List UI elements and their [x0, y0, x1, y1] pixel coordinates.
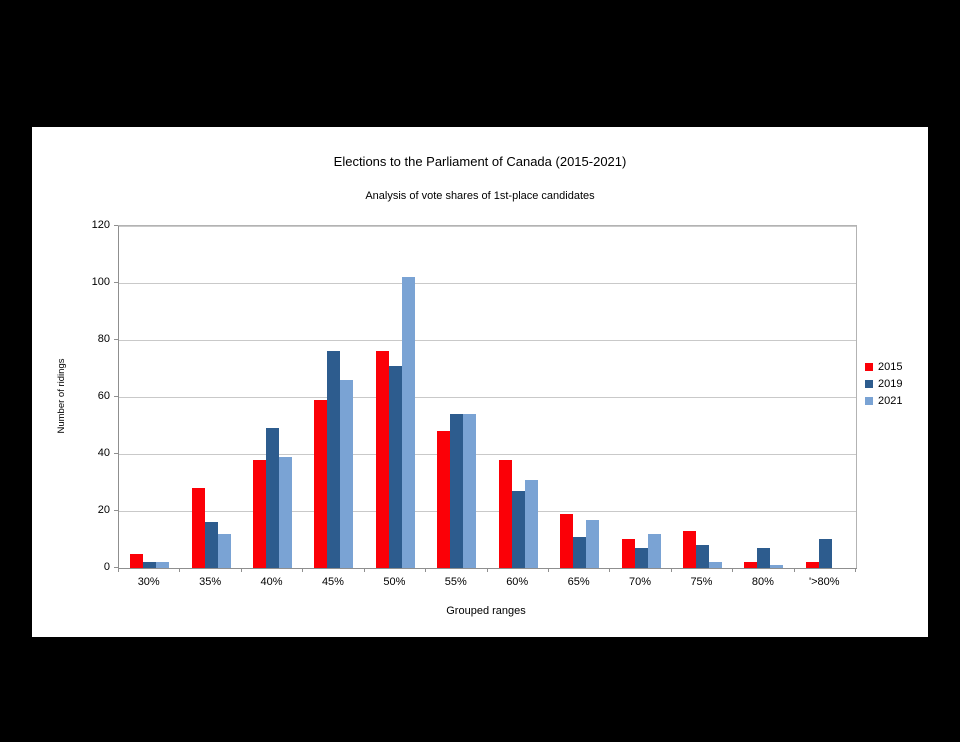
x-category-label: 60%	[506, 576, 529, 588]
bar-2021-30%	[156, 562, 170, 568]
chart-panel: Elections to the Parliament of Canada (2…	[32, 127, 928, 637]
y-tick-label: 0	[103, 561, 110, 573]
bar-2015-30%	[130, 554, 144, 568]
bar-2021-40%	[279, 457, 293, 568]
y-tick-120	[114, 225, 118, 226]
bar-2015-65%	[560, 514, 574, 568]
bar-2015-50%	[375, 351, 389, 568]
bar-2021-75%	[708, 562, 722, 568]
bar-2021-70%	[647, 534, 661, 568]
bar-2019-80%	[757, 548, 771, 568]
bar-2019-65%	[573, 537, 587, 568]
bar-2019-45%	[327, 351, 341, 568]
bar-2015-'>80%	[805, 562, 819, 568]
bar-2021-35%	[217, 534, 231, 568]
y-tick-label: 120	[91, 219, 110, 231]
bar-2015-60%	[498, 460, 512, 568]
gridline-y-100	[119, 283, 856, 284]
x-tick	[732, 568, 734, 572]
x-tick	[670, 568, 672, 572]
x-category-label: '>80%	[809, 576, 840, 588]
y-tick-0	[114, 567, 118, 568]
legend-item-2021: 2021	[865, 392, 902, 409]
x-tick	[179, 568, 181, 572]
y-tick-40	[114, 453, 118, 454]
legend-label: 2021	[878, 394, 903, 407]
x-category-label: 40%	[260, 576, 283, 588]
x-axis-line	[118, 568, 857, 569]
gridline-y-20	[119, 511, 856, 512]
bar-2019-75%	[695, 545, 709, 568]
x-axis-title: Grouped ranges	[446, 605, 526, 617]
x-tick	[118, 568, 119, 572]
bar-2021-50%	[401, 277, 415, 568]
x-tick	[855, 568, 856, 572]
chart-title: Elections to the Parliament of Canada (2…	[333, 154, 627, 169]
bar-2019-50%	[388, 366, 402, 568]
y-tick-100	[114, 282, 118, 283]
legend-swatch-icon	[865, 362, 873, 371]
bar-2021-55%	[463, 414, 477, 568]
x-tick	[609, 568, 611, 572]
bar-2019-55%	[450, 414, 464, 568]
x-category-label: 80%	[751, 576, 774, 588]
x-category-label: 70%	[629, 576, 652, 588]
x-tick	[363, 568, 365, 572]
y-tick-label: 100	[91, 276, 110, 288]
legend: 2015 2019 2021	[865, 358, 902, 409]
x-tick	[425, 568, 427, 572]
legend-label: 2015	[878, 360, 903, 373]
x-category-label: 35%	[199, 576, 222, 588]
y-axis-title: Number of ridings	[56, 358, 67, 434]
legend-label: 2019	[878, 377, 903, 390]
bar-2015-35%	[191, 488, 205, 568]
bar-2015-70%	[621, 539, 635, 568]
bar-2015-80%	[744, 562, 758, 568]
y-tick-label: 60	[97, 390, 110, 402]
x-tick	[793, 568, 795, 572]
bar-2015-75%	[682, 531, 696, 568]
bar-2021-80%	[770, 565, 784, 568]
bar-2015-40%	[253, 460, 267, 568]
gridline-y-120	[119, 226, 856, 227]
y-axis-line	[118, 226, 119, 569]
y-tick-60	[114, 396, 118, 397]
y-tick-20	[114, 510, 118, 511]
x-category-label: 45%	[321, 576, 344, 588]
legend-swatch-icon	[865, 396, 873, 405]
bar-2021-60%	[524, 480, 538, 568]
plot-area	[118, 225, 857, 569]
y-tick-80	[114, 339, 118, 340]
x-category-label: 65%	[567, 576, 590, 588]
bar-2019-40%	[266, 428, 280, 568]
x-category-label: 55%	[444, 576, 467, 588]
gridline-y-40	[119, 454, 856, 455]
x-tick	[240, 568, 242, 572]
bar-2019-30%	[143, 562, 157, 568]
x-category-label: 30%	[137, 576, 160, 588]
bar-2019-35%	[204, 522, 218, 568]
chart-subtitle: Analysis of vote shares of 1st-place can…	[365, 190, 595, 202]
bar-2019-70%	[634, 548, 648, 568]
x-category-label: 50%	[383, 576, 406, 588]
legend-item-2015: 2015	[865, 358, 902, 375]
legend-swatch-icon	[865, 379, 873, 388]
bar-2019-'>80%	[818, 539, 832, 568]
bar-2019-60%	[511, 491, 525, 568]
x-tick	[547, 568, 549, 572]
y-tick-label: 40	[97, 447, 110, 459]
gridline-y-60	[119, 397, 856, 398]
bar-2021-45%	[340, 380, 354, 568]
y-tick-label: 20	[97, 504, 110, 516]
bar-2021-65%	[586, 520, 600, 568]
bar-2015-55%	[437, 431, 451, 568]
bar-2015-45%	[314, 400, 328, 568]
x-tick	[302, 568, 304, 572]
x-category-label: 75%	[690, 576, 713, 588]
y-tick-label: 80	[97, 333, 110, 345]
x-tick	[486, 568, 488, 572]
gridline-y-80	[119, 340, 856, 341]
legend-item-2019: 2019	[865, 375, 902, 392]
